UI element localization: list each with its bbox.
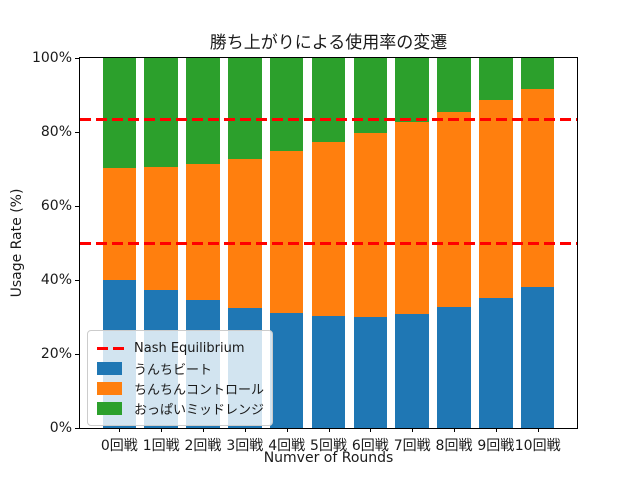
nash-equilibrium-line	[80, 118, 577, 122]
bar-segment-chinchin-control	[353, 133, 388, 317]
x-tick-label: 10回戦	[514, 438, 561, 454]
bar-segment-oppai-midrange	[228, 58, 262, 159]
legend-label: Nash Equilibrium	[134, 340, 245, 356]
stacked-bar	[520, 58, 555, 428]
y-tick	[75, 427, 80, 429]
bar-segment-unchi-beat	[479, 298, 513, 428]
y-tick	[75, 279, 80, 281]
bar-segment-oppai-midrange	[520, 58, 555, 90]
plot-area: Usage Rate (%) Nash Equilibrium うんちビート ちんち…	[9, 51, 578, 454]
y-tick	[75, 205, 80, 207]
legend-row: ちんちんコントロール	[97, 378, 265, 398]
x-tick	[119, 428, 121, 432]
bar-segment-unchi-beat	[353, 316, 388, 428]
x-tick	[286, 428, 288, 432]
y-tick	[75, 57, 80, 59]
y-tick	[75, 353, 80, 355]
bar-segment-oppai-midrange	[311, 58, 346, 142]
bar-segment-oppai-midrange	[269, 58, 304, 151]
legend-label: うんちビート	[134, 362, 213, 378]
bar-segment-oppai-midrange	[479, 58, 513, 100]
legend-row: Nash Equilibrium	[97, 338, 263, 358]
x-tick-label: 1回戦	[142, 438, 180, 454]
bar-segment-oppai-midrange	[395, 58, 429, 123]
bar-segment-chinchin-control	[269, 150, 304, 314]
stacked-bar	[395, 58, 429, 428]
y-tick	[75, 131, 80, 133]
bar-segment-chinchin-control	[437, 111, 471, 308]
bar-segment-chinchin-control	[144, 166, 178, 290]
bar-segment-unchi-beat	[395, 314, 429, 428]
bar-segment-oppai-midrange	[144, 58, 178, 167]
x-tick	[161, 428, 163, 432]
stacked-bar	[479, 58, 513, 428]
bar-segment-oppai-midrange	[353, 58, 388, 134]
nash-equilibrium-line	[80, 241, 577, 245]
legend-color-patch	[97, 381, 122, 395]
x-tick-label: 6回戦	[351, 438, 389, 454]
stacked-bar	[269, 58, 304, 428]
stacked-bar	[437, 58, 471, 428]
legend-row: うんちビート	[97, 358, 263, 378]
bar-segment-unchi-beat	[269, 313, 304, 428]
x-tick-label: 2回戦	[184, 438, 222, 454]
x-tick-label: 0回戦	[100, 438, 138, 454]
bar-segment-oppai-midrange	[102, 58, 137, 169]
bar-segment-chinchin-control	[395, 122, 429, 315]
y-tick-label: 80%	[40, 124, 72, 140]
x-tick	[495, 428, 497, 432]
color-patch-swatch	[97, 401, 124, 415]
x-tick	[244, 428, 246, 432]
x-axis-label: Numver of Rounds	[263, 450, 394, 466]
color-patch-swatch	[97, 381, 124, 395]
y-tick-label: 0%	[49, 420, 72, 436]
legend-label: ちんちんコントロール	[134, 382, 265, 398]
x-tick-label: 4回戦	[268, 438, 306, 454]
bar-segment-chinchin-control	[311, 141, 346, 316]
stacked-bar	[144, 58, 178, 428]
legend: Nash Equilibrium うんちビートちんちんコントロール おっぱいミッドレ…	[87, 330, 273, 426]
legend-line-sample	[97, 346, 124, 350]
x-tick-label: 3回戦	[226, 438, 264, 454]
bar-segment-unchi-beat	[311, 315, 346, 428]
x-tick-label: 5回戦	[310, 438, 347, 454]
x-tick	[537, 428, 539, 432]
bar-segment-unchi-beat	[437, 307, 471, 428]
legend-row: おっぱいミッドレンジ	[97, 398, 265, 418]
color-patch-swatch	[97, 361, 124, 375]
x-tick	[412, 428, 414, 432]
bar-segment-unchi-beat	[520, 287, 555, 428]
y-tick-label: 100%	[31, 50, 72, 66]
bar-segment-chinchin-control	[186, 164, 220, 300]
bar-segment-oppai-midrange	[186, 58, 220, 165]
x-tick-label: 7回戦	[393, 438, 431, 454]
x-tick	[202, 428, 204, 432]
legend-label: おっぱいミッドレンジ	[134, 402, 265, 418]
bar-segment-chinchin-control	[479, 99, 513, 299]
legend-color-patch	[97, 361, 122, 375]
x-tick	[328, 428, 330, 432]
x-tick	[370, 428, 372, 432]
chart-title: 勝ち上がりによる使用率の変遷	[209, 33, 448, 53]
bar-segment-chinchin-control	[102, 168, 137, 280]
y-tick-label: 20%	[40, 346, 72, 362]
dashed-line-swatch	[97, 346, 124, 350]
x-tick-label: 9回戦	[477, 438, 515, 454]
bar-segment-oppai-midrange	[437, 58, 471, 112]
stacked-bar	[311, 58, 346, 428]
bar-segment-chinchin-control	[228, 159, 262, 308]
y-tick-label: 60%	[40, 198, 72, 214]
bar-segment-chinchin-control	[520, 89, 555, 288]
x-tick-label: 8回戦	[435, 438, 473, 454]
y-tick-label: 40%	[40, 272, 72, 288]
legend-color-patch	[97, 401, 122, 415]
x-tick	[454, 428, 455, 432]
